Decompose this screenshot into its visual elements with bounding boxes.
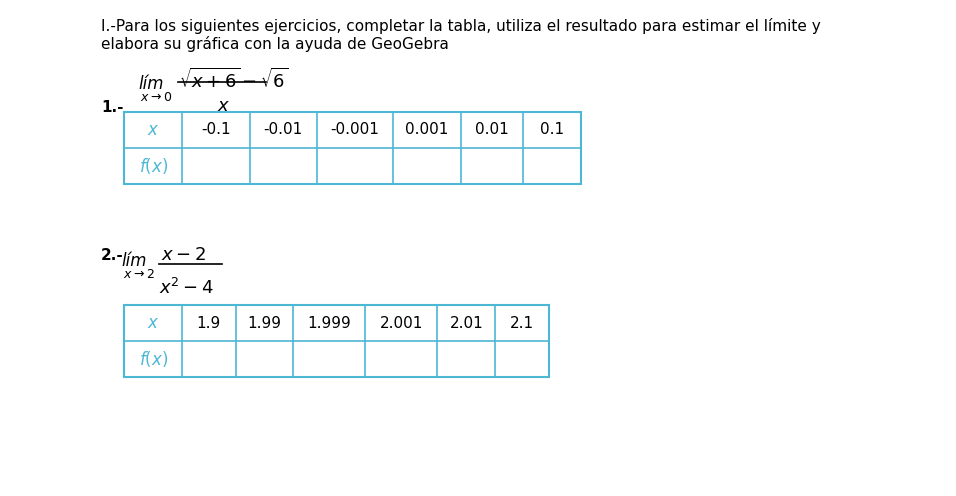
Text: elabora su gráfica con la ayuda de GeoGebra: elabora su gráfica con la ayuda de GeoGe…	[101, 36, 448, 52]
Text: -0.001: -0.001	[331, 123, 380, 137]
Text: $x$: $x$	[217, 97, 230, 115]
Text: $f(x)$: $f(x)$	[139, 156, 168, 176]
Text: 1.-: 1.-	[101, 100, 123, 115]
Text: I.-Para los siguientes ejercicios, completar la tabla, utiliza el resultado para: I.-Para los siguientes ejercicios, compl…	[101, 18, 820, 34]
Text: 2.001: 2.001	[380, 315, 424, 330]
Text: 2.-: 2.-	[101, 248, 123, 263]
Text: $x\to0$: $x\to0$	[141, 91, 172, 104]
Text: 1.9: 1.9	[197, 315, 221, 330]
Text: -0.1: -0.1	[201, 123, 230, 137]
Text: $x\to2$: $x\to2$	[123, 268, 155, 281]
Text: $x^2-4$: $x^2-4$	[159, 278, 214, 298]
Text: 1.99: 1.99	[248, 315, 281, 330]
Text: $x$: $x$	[147, 121, 160, 139]
Text: $x-2$: $x-2$	[161, 246, 206, 264]
Text: -0.01: -0.01	[264, 123, 303, 137]
Text: $\sqrt{x+6}-\sqrt{6}$: $\sqrt{x+6}-\sqrt{6}$	[180, 68, 289, 92]
Text: lím: lím	[121, 252, 147, 270]
Text: 1.999: 1.999	[308, 315, 351, 330]
Text: $f(x)$: $f(x)$	[139, 349, 168, 369]
Text: 0.1: 0.1	[540, 123, 564, 137]
Text: $x$: $x$	[147, 314, 160, 332]
Text: 0.001: 0.001	[405, 123, 448, 137]
Text: 2.01: 2.01	[449, 315, 483, 330]
Text: lím: lím	[139, 75, 163, 93]
Text: 2.1: 2.1	[510, 315, 534, 330]
Text: 0.01: 0.01	[475, 123, 509, 137]
Bar	[124, 305, 549, 377]
Bar	[124, 112, 581, 184]
